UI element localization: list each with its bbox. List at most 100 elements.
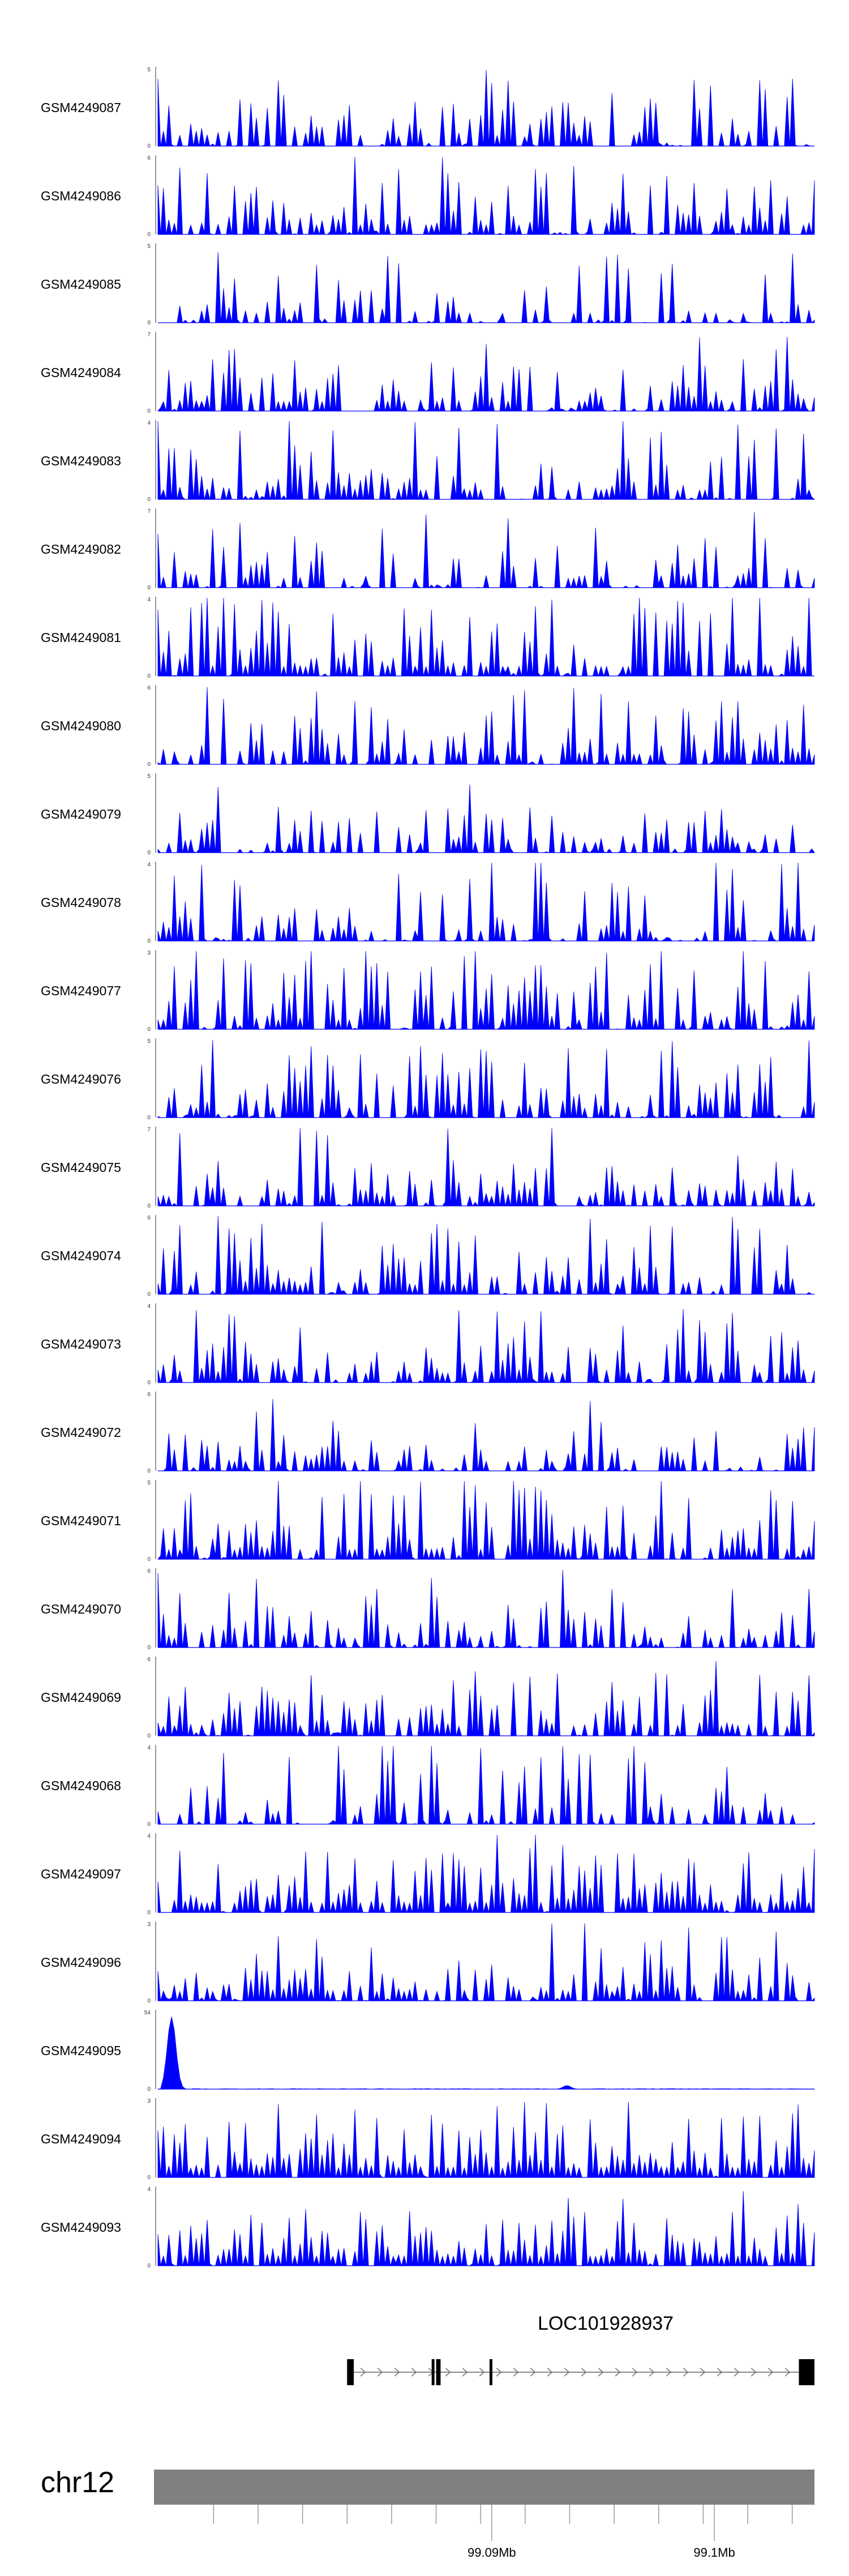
track-ymax-label: 4 (147, 1745, 151, 1751)
coverage-track: GSM4249083 4 0 (41, 420, 816, 503)
coverage-area (157, 951, 815, 1030)
track-label: GSM4249095 (41, 2043, 121, 2058)
coverage-area (157, 1569, 815, 1649)
coverage-area (157, 687, 815, 765)
gene-exon (799, 2359, 814, 2385)
track-ymin-label: 0 (147, 1380, 151, 1386)
track-ymax-label: 5 (147, 67, 151, 73)
track-ymax-label: 6 (147, 685, 151, 691)
chromosome-bar (154, 2470, 814, 2505)
track-ymax-label: 5 (147, 243, 151, 250)
chromosome-axis: chr12 99.09Mb 99.1Mb (41, 2466, 814, 2560)
track-ymax-label: 7 (147, 1127, 151, 1133)
track-ymax-label: 5 (147, 1038, 151, 1045)
track-label: GSM4249086 (41, 189, 121, 203)
chromosome-label: chr12 (41, 2466, 114, 2499)
track-ymin-label: 0 (147, 673, 151, 679)
coverage-track: GSM4249075 7 0 (41, 1127, 815, 1209)
gene-exon (436, 2359, 441, 2385)
track-ymin-label: 0 (147, 1910, 151, 1916)
track-ymin-label: 0 (147, 1821, 151, 1828)
track-label: GSM4249070 (41, 1602, 121, 1616)
coverage-track: GSM4249080 6 0 (41, 685, 815, 768)
x-tick-label: 99.09Mb (468, 2545, 516, 2560)
coverage-track: GSM4249097 4 0 (41, 1833, 815, 1916)
coverage-area (157, 1661, 815, 1737)
coverage-track: GSM4249087 5 0 (41, 67, 815, 149)
track-ymax-label: 4 (147, 597, 151, 603)
strand-arrow (700, 2368, 706, 2377)
track-ymin-label: 0 (147, 320, 151, 326)
strand-arrow (751, 2368, 757, 2377)
strand-arrow (734, 2368, 740, 2377)
strand-arrow (530, 2368, 536, 2377)
coverage-area (157, 1309, 815, 1384)
track-ymin-label: 0 (147, 1645, 151, 1651)
coverage-track: GSM4249073 4 0 (41, 1303, 815, 1386)
track-label: GSM4249076 (41, 1072, 121, 1086)
track-ymin-label: 0 (147, 1468, 151, 1474)
strand-arrow (598, 2368, 604, 2377)
track-ymin-label: 0 (147, 2263, 151, 2269)
coverage-area (158, 1399, 815, 1472)
track-label: GSM4249071 (41, 1513, 121, 1528)
strand-arrow (615, 2368, 621, 2377)
coverage-track: GSM4249076 5 0 (41, 1038, 815, 1121)
gene-exon (489, 2359, 492, 2385)
strand-arrow (581, 2368, 587, 2377)
track-ymin-label: 0 (147, 497, 151, 503)
gene-label: LOC101928937 (538, 2313, 674, 2334)
coverage-tracks: GSM424908750GSM424908660GSM424908550GSM4… (41, 67, 816, 2269)
track-ymax-label: 6 (147, 155, 151, 161)
track-ymax-label: 6 (147, 1215, 151, 1221)
coverage-track: GSM4249093 4 0 (41, 2186, 815, 2269)
strand-arrow (377, 2368, 383, 2377)
track-label: GSM4249068 (41, 1778, 121, 1793)
coverage-area (157, 1923, 815, 2002)
coverage-track: GSM4249095 54 0 (41, 2010, 815, 2093)
coverage-track: GSM4249072 6 0 (41, 1392, 815, 1474)
gene-track: LOC101928937 (347, 2313, 814, 2385)
track-ymax-label: 5 (147, 1480, 151, 1486)
coverage-area (157, 1745, 815, 1825)
coverage-area (157, 1216, 814, 1295)
track-ymin-label: 0 (147, 2175, 151, 2181)
track-ymin-label: 0 (147, 2086, 151, 2093)
strand-arrow (394, 2368, 400, 2377)
coverage-area (157, 1834, 815, 1914)
coverage-track: GSM4249084 7 0 (41, 332, 815, 414)
track-ymin-label: 0 (147, 1115, 151, 1121)
track-ymax-label: 6 (147, 1657, 151, 1663)
track-label: GSM4249079 (41, 807, 121, 821)
track-label: GSM4249083 (41, 453, 121, 468)
coverage-area (157, 157, 815, 236)
track-ymax-label: 54 (144, 2010, 151, 2016)
coverage-track: GSM4249094 3 0 (41, 2098, 815, 2181)
coverage-track: GSM4249082 7 0 (41, 508, 815, 591)
track-ymax-label: 7 (147, 508, 151, 515)
track-label: GSM4249074 (41, 1248, 121, 1263)
track-ymax-label: 3 (147, 2098, 151, 2104)
track-ymin-label: 0 (147, 143, 151, 149)
track-ymin-label: 0 (147, 1556, 151, 1563)
track-ymin-label: 0 (147, 585, 151, 591)
strand-arrow (547, 2368, 553, 2377)
x-tick-label: 99.1Mb (693, 2545, 735, 2560)
coverage-area (157, 1039, 815, 1119)
track-ymin-label: 0 (147, 1998, 151, 2004)
track-label: GSM4249075 (41, 1160, 121, 1175)
coverage-track: GSM4249070 6 0 (41, 1568, 815, 1651)
track-ymin-label: 0 (147, 1203, 151, 1209)
coverage-track: GSM4249074 6 0 (41, 1215, 814, 1298)
coverage-area (157, 784, 815, 853)
coverage-area (157, 421, 816, 500)
track-label: GSM4249085 (41, 277, 121, 292)
track-label: GSM4249084 (41, 365, 121, 380)
strand-arrow (513, 2368, 519, 2377)
track-ymax-label: 4 (147, 1303, 151, 1310)
coverage-area (157, 597, 814, 677)
track-label: GSM4249069 (41, 1690, 121, 1705)
coverage-area (157, 336, 815, 412)
track-ymax-label: 4 (147, 862, 151, 868)
